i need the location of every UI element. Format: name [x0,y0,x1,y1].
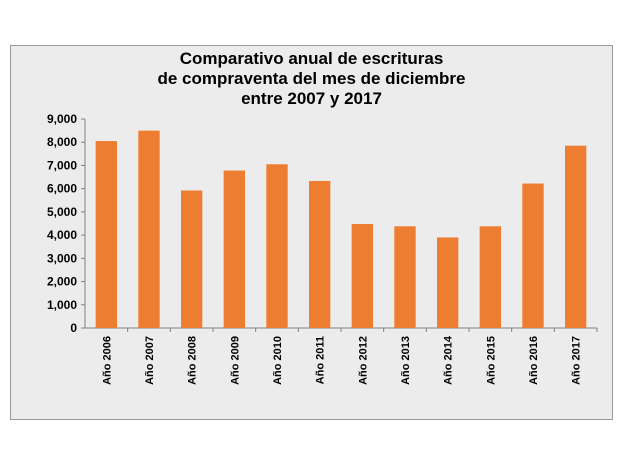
bar [181,190,203,328]
y-tick-label: 4,000 [47,228,77,242]
bar [479,226,501,328]
bar [394,226,416,328]
x-tick-label: Año 2007 [144,336,156,385]
y-tick-label: 6,000 [47,182,77,196]
y-tick-label: 8,000 [47,135,77,149]
x-tick-label: Año 2010 [272,336,284,385]
x-tick-label: Año 2011 [315,336,327,384]
y-tick-label: 1,000 [47,298,77,312]
chart-title-line-3: entre 2007 y 2017 [241,89,382,108]
bar [138,130,160,328]
x-tick-label: Año 2006 [101,336,113,385]
bar [351,223,373,328]
bar [309,181,331,328]
y-tick-label: 7,000 [47,158,77,172]
y-tick-label: 2,000 [47,275,77,289]
y-tick-label: 5,000 [47,205,77,219]
x-tick-label: Año 2013 [400,336,412,385]
bar [565,145,587,328]
x-tick-label: Año 2017 [571,336,583,385]
y-tick-label: 0 [70,321,77,335]
chart-title: Comparativo anual de escrituras de compr… [10,49,613,109]
x-tick-label: Año 2009 [229,336,241,385]
x-tick-label: Año 2008 [187,336,199,385]
bar [223,170,245,328]
bar [437,237,459,328]
x-tick-label: Año 2015 [485,336,497,385]
bar [95,141,117,328]
x-tick-label: Año 2012 [357,336,369,385]
chart-title-line-1: Comparativo anual de escrituras [179,49,444,68]
x-tick-label: Año 2014 [443,335,455,385]
y-tick-label: 3,000 [47,251,77,265]
chart-title-line-2: de compraventa del mes de diciembre [157,69,466,88]
y-tick-label: 9,000 [47,112,77,126]
bar [522,183,544,328]
bar [266,164,288,328]
x-tick-label: Año 2016 [528,336,540,385]
